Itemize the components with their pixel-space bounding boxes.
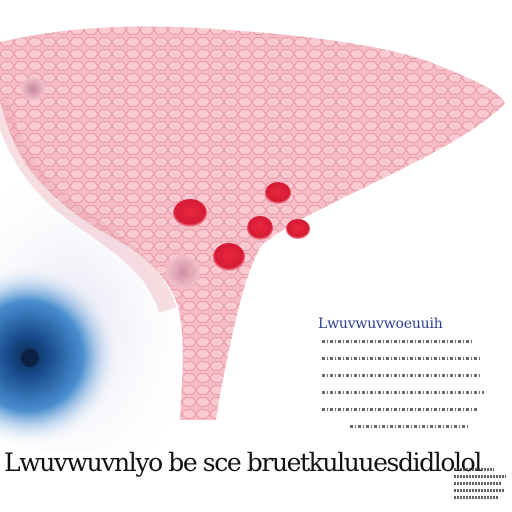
side-note-line: [454, 489, 504, 492]
vessel-lumen: [21, 349, 39, 367]
inset-title: Lwuvwuvwoeuuih: [318, 316, 443, 332]
lesion: [213, 243, 245, 271]
pale-nodule: [21, 77, 45, 101]
side-note-line: [454, 496, 498, 499]
inset-text-line: [322, 408, 477, 411]
side-note-line: [454, 468, 494, 471]
vessel-cross-section: [0, 264, 120, 448]
lesion: [247, 216, 273, 240]
inset-text-line: [322, 340, 472, 343]
inset-text-line: [322, 357, 482, 360]
caption-text: Lwuvwuvnlyo be sce bruetkuluuesdidlolol: [4, 448, 482, 477]
side-note-line: [454, 475, 506, 478]
side-note-line: [454, 482, 502, 485]
pale-nodule: [166, 255, 200, 289]
inset-body-text: [322, 340, 490, 442]
side-notes: [454, 468, 508, 503]
tissue-fringe: [0, 97, 177, 313]
lesion: [286, 219, 310, 239]
lesion: [173, 199, 207, 227]
inset-text-line: [350, 425, 470, 428]
inset-text-line: [322, 374, 480, 377]
lesion: [265, 182, 291, 204]
inset-text-line: [322, 391, 484, 394]
